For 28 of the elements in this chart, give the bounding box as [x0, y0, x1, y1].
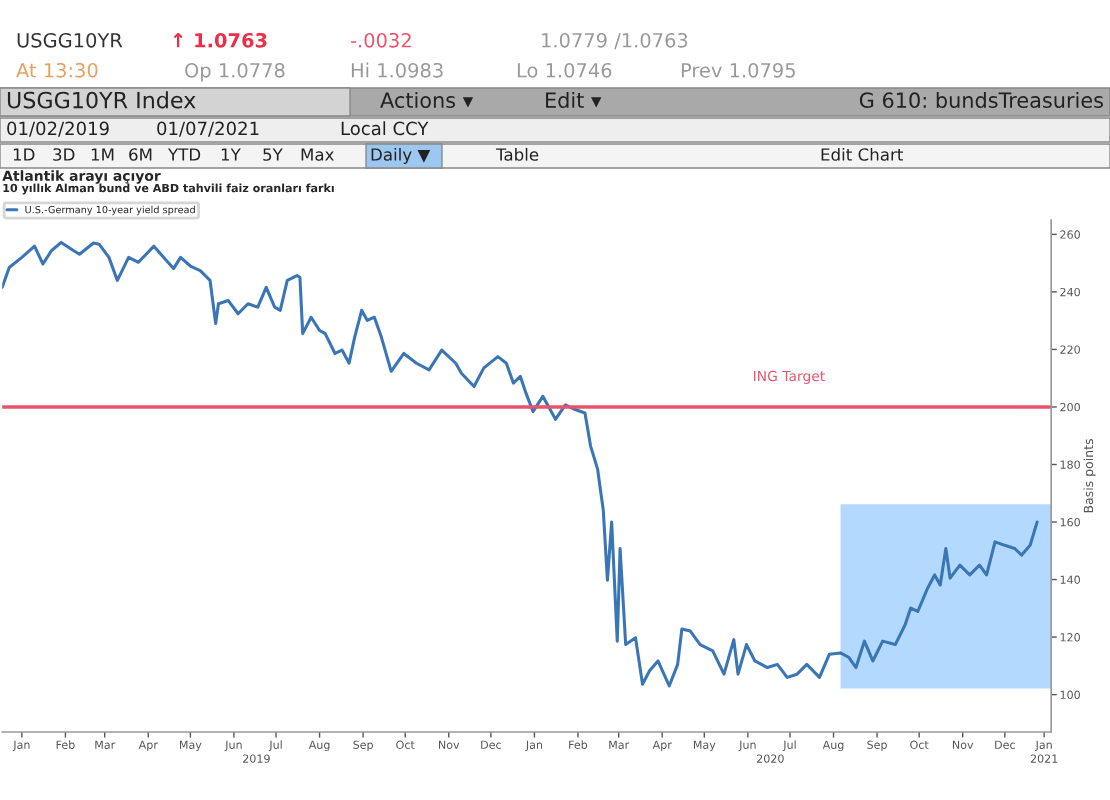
text: Table	[495, 147, 539, 161]
text: Actions ▾	[380, 91, 474, 109]
text: Lo 1.0746	[517, 62, 612, 78]
text: 1.0779 /1.0763	[542, 32, 688, 50]
text: Edit ▾	[546, 91, 602, 109]
text: 6M	[129, 148, 152, 161]
text: 3D	[53, 148, 75, 161]
text: USGG10YR	[17, 32, 123, 48]
text: 5Y	[263, 148, 283, 161]
text: YTD	[167, 148, 201, 161]
text: Op 1.0778	[185, 62, 285, 82]
text: Local CCY	[341, 121, 429, 136]
text: Prev 1.0795	[681, 62, 795, 78]
text: 1M	[91, 148, 114, 161]
text: 1D	[13, 148, 35, 161]
text: Edit Chart	[821, 147, 903, 161]
text: 01/07/2021	[157, 121, 259, 137]
line-series	[2, 240, 1039, 688]
text: Hi 1.0983	[351, 62, 443, 78]
text: 01/02/2019	[7, 121, 109, 137]
text: Daily ▼	[371, 147, 431, 165]
text: USGG10YR Index	[7, 91, 196, 109]
text: 1Y	[221, 148, 241, 161]
text: ↑ 1.0763	[173, 32, 267, 48]
text: G 610: bundsTreasuries	[859, 91, 1103, 109]
text: At 13:30	[16, 62, 98, 78]
text: -.0032	[350, 32, 411, 48]
text: Max	[301, 148, 334, 161]
